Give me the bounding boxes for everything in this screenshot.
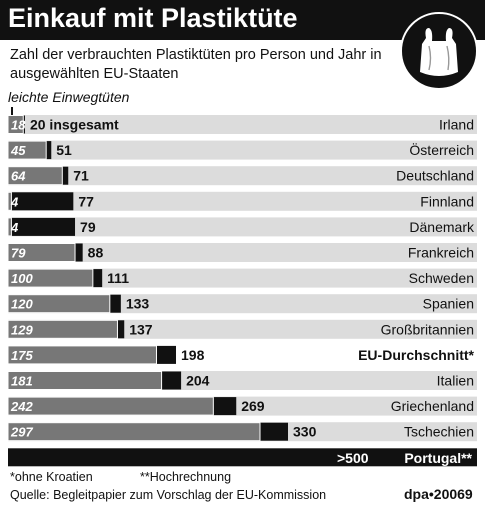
row-band	[8, 217, 477, 237]
plastic-bag-icon	[400, 12, 478, 90]
light-value-label: 297	[10, 425, 33, 440]
portugal-bar	[8, 448, 477, 467]
light-value-label: 129	[11, 322, 33, 337]
light-bar	[7, 396, 214, 416]
chart-subtitle: Zahl der verbrauchten Plastiktüten pro P…	[10, 47, 382, 82]
total-value-label: 111	[107, 270, 129, 286]
row-band	[8, 191, 477, 211]
total-value-label: 79	[80, 219, 96, 235]
portugal-country-label: Portugal**	[404, 450, 472, 466]
light-value-label: 100	[11, 271, 33, 286]
country-label: Österreich	[409, 141, 474, 158]
chart-title: Einkauf mit Plastiktüte	[8, 3, 298, 33]
total-value-label: 51	[56, 142, 72, 158]
legend-label: leichte Einwegtüten	[8, 89, 130, 105]
light-bar	[7, 422, 261, 442]
row-band	[8, 294, 477, 314]
total-value-label: 88	[88, 245, 104, 261]
row-band	[8, 243, 477, 262]
total-bar	[8, 217, 76, 236]
light-bar	[7, 371, 163, 390]
light-value-label: 64	[11, 169, 26, 184]
row-band	[8, 166, 477, 186]
title-bar: Einkauf mit Plastiktüte	[0, 0, 485, 40]
row-band	[8, 115, 477, 134]
country-label: Griechenland	[391, 398, 474, 414]
row-band	[8, 268, 477, 288]
total-value-label: 269	[241, 398, 265, 414]
row-band	[8, 140, 477, 160]
light-value-label: 181	[11, 374, 33, 389]
total-value-label: 77	[78, 193, 94, 209]
country-label: Frankreich	[408, 245, 474, 261]
light-value-label: 45	[10, 143, 26, 158]
light-bar	[7, 243, 76, 262]
portugal-value-label: >500	[337, 450, 369, 466]
light-bar	[7, 115, 24, 134]
light-bar	[7, 294, 111, 314]
country-label: EU-Durchschnitt*	[358, 347, 474, 363]
total-value-label: 137	[129, 321, 153, 337]
footnote-croatia: *ohne Kroatien	[10, 470, 93, 484]
country-label: Schweden	[409, 270, 474, 286]
total-value-label: 198	[181, 347, 205, 363]
bar-chart: 18 20 insgesamt Irland 45 51 Österreich 64 71 De…	[7, 115, 477, 467]
light-bar	[7, 166, 63, 186]
light-value-label: 18	[11, 118, 26, 133]
total-bar	[8, 192, 74, 211]
country-label: Dänemark	[409, 219, 475, 235]
country-label: Italien	[437, 373, 474, 389]
legend-pointer	[11, 107, 13, 116]
light-value-label: 4	[10, 194, 19, 209]
light-bar	[7, 140, 47, 160]
light-value-label: 120	[11, 297, 33, 312]
light-bar	[7, 319, 118, 339]
light-bar	[7, 217, 12, 237]
country-label: Irland	[439, 117, 474, 133]
total-value-label: 133	[126, 296, 150, 312]
total-value-label: 71	[73, 168, 89, 184]
country-label: Großbritannien	[381, 321, 474, 337]
light-value-label: 79	[11, 246, 26, 261]
light-value-label: 4	[10, 220, 19, 235]
country-label: Spanien	[423, 296, 474, 312]
row-band	[8, 319, 477, 339]
country-label: Deutschland	[396, 168, 474, 184]
source-note: Quelle: Begleitpapier zum Vorschlag der …	[10, 488, 327, 502]
light-bar	[7, 268, 94, 288]
total-value-label: 330	[293, 424, 317, 440]
agency-credit: dpa•20069	[404, 486, 473, 502]
light-value-label: 175	[11, 348, 33, 363]
light-bar	[7, 345, 157, 365]
total-value-label: 20 insgesamt	[30, 117, 119, 133]
total-value-label: 204	[186, 373, 210, 389]
footnote-estimate: **Hochrechnung	[140, 470, 232, 484]
country-label: Finnland	[420, 193, 474, 209]
plastic-bag-icon-svg	[420, 28, 458, 76]
light-bar	[7, 191, 12, 211]
country-label: Tschechien	[404, 424, 474, 440]
light-value-label: 242	[10, 399, 33, 414]
